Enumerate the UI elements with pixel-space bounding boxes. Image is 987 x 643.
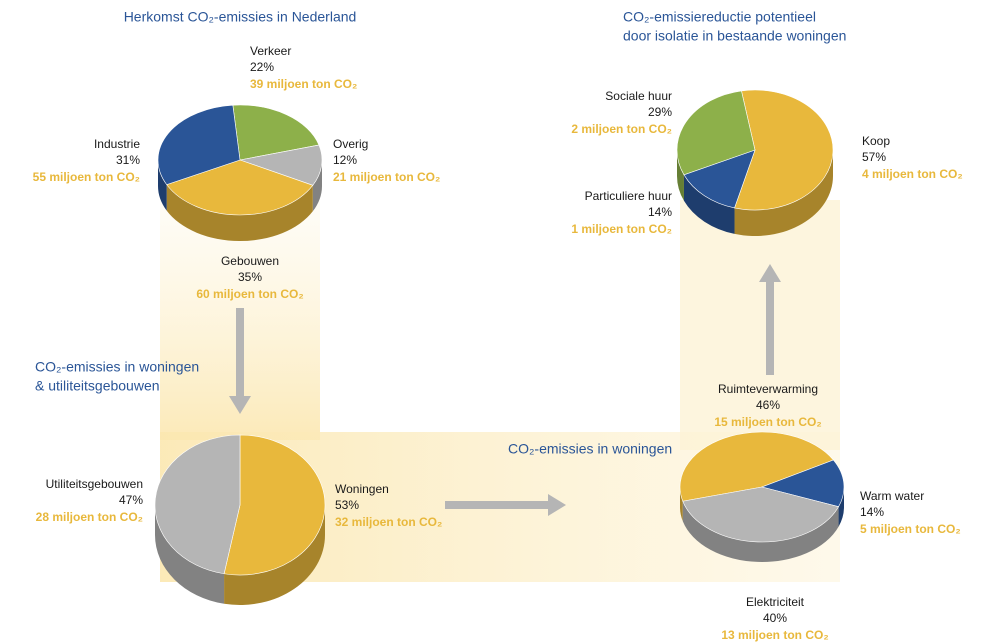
pie-tops — [676, 89, 834, 211]
slice-amount: 21 miljoen ton CO₂ — [333, 170, 440, 184]
slice-percent: 53% — [335, 498, 359, 512]
slice-amount: 39 miljoen ton CO₂ — [250, 77, 357, 91]
slice-amount: 15 miljoen ton CO₂ — [714, 415, 821, 429]
slice-name: Elektriciteit — [746, 595, 805, 609]
slice-side — [224, 505, 325, 606]
slice — [761, 459, 845, 508]
slice-side — [312, 160, 322, 212]
pie-chart: CO₂-emissies in woningen Ruimteverwarming… — [508, 382, 961, 642]
slice — [154, 434, 241, 575]
pie-tops — [157, 104, 323, 216]
slice-name: Woningen — [335, 482, 389, 496]
slice-percent: 12% — [333, 153, 357, 167]
slice-percent: 22% — [250, 60, 274, 74]
slice-name: Ruimteverwarming — [718, 382, 818, 396]
slice-amount: 2 miljoen ton CO₂ — [571, 122, 672, 136]
slice — [683, 149, 756, 209]
slice-percent: 40% — [763, 611, 787, 625]
slice — [676, 90, 756, 176]
slice-percent: 35% — [238, 270, 262, 284]
slice-name: Verkeer — [250, 44, 291, 58]
chart-title: door isolatie in bestaande woningen — [623, 28, 846, 44]
slice — [223, 434, 326, 576]
pie-chart: Herkomst CO₂-emissies in Nederland Verkee… — [33, 9, 441, 301]
slice-name: Warm water — [860, 489, 924, 503]
slice-name: Koop — [862, 134, 890, 148]
slice-amount: 60 miljoen ton CO₂ — [196, 287, 303, 301]
pie-chart: CO₂-emissies in woningen & utiliteitsgebo… — [35, 359, 442, 606]
slice-side — [682, 501, 839, 563]
slice-name: Gebouwen — [221, 254, 279, 268]
slice-percent: 29% — [648, 105, 672, 119]
slice — [238, 144, 323, 186]
slice-amount: 28 miljoen ton CO₂ — [36, 510, 143, 524]
pie-tops — [679, 431, 845, 543]
slice-side — [683, 174, 735, 234]
slice — [166, 159, 314, 216]
slice-name: Industrie — [94, 137, 140, 151]
slice-name: Sociale huur — [605, 89, 672, 103]
slice — [157, 104, 241, 185]
pie-sides — [155, 505, 325, 606]
slice-amount: 4 miljoen ton CO₂ — [862, 167, 963, 181]
slice-percent: 14% — [860, 505, 884, 519]
slice — [734, 89, 834, 211]
chart-title: CO₂-emissies in woningen — [508, 441, 672, 457]
slice-name: Overig — [333, 137, 368, 151]
pies: Herkomst CO₂-emissies in Nederland Verkee… — [33, 9, 963, 642]
pie-chart: CO₂-emissiereductie potentieel door isola… — [571, 9, 962, 236]
slice-name: Particuliere huur — [585, 189, 672, 203]
slice-side — [838, 487, 844, 527]
pie-tops — [154, 434, 326, 576]
slice-amount: 32 miljoen ton CO₂ — [335, 515, 442, 529]
slice-percent: 46% — [756, 398, 780, 412]
slice — [679, 431, 834, 502]
slice-percent: 47% — [119, 493, 143, 507]
chart-title: Herkomst CO₂-emissies in Nederland — [124, 9, 357, 25]
chart-title: & utiliteitsgebouwen — [35, 378, 160, 394]
slice-side — [734, 150, 833, 236]
slice-amount: 1 miljoen ton CO₂ — [571, 222, 672, 236]
arrows — [229, 264, 781, 516]
slice-name: Utiliteitsgebouwen — [46, 477, 143, 491]
slice-percent: 14% — [648, 205, 672, 219]
slice-percent: 57% — [862, 150, 886, 164]
chart-title: CO₂-emissies in woningen — [35, 359, 199, 375]
glow — [680, 200, 840, 450]
slice-percent: 31% — [116, 153, 140, 167]
slice-amount: 13 miljoen ton CO₂ — [721, 628, 828, 642]
chart-title: CO₂-emissiereductie potentieel — [623, 9, 816, 25]
slice-side — [155, 505, 225, 604]
slice-amount: 55 miljoen ton CO₂ — [33, 170, 140, 184]
slice — [232, 104, 320, 161]
slice-amount: 5 miljoen ton CO₂ — [860, 522, 961, 536]
slice-side — [166, 184, 313, 241]
slice — [682, 486, 840, 543]
